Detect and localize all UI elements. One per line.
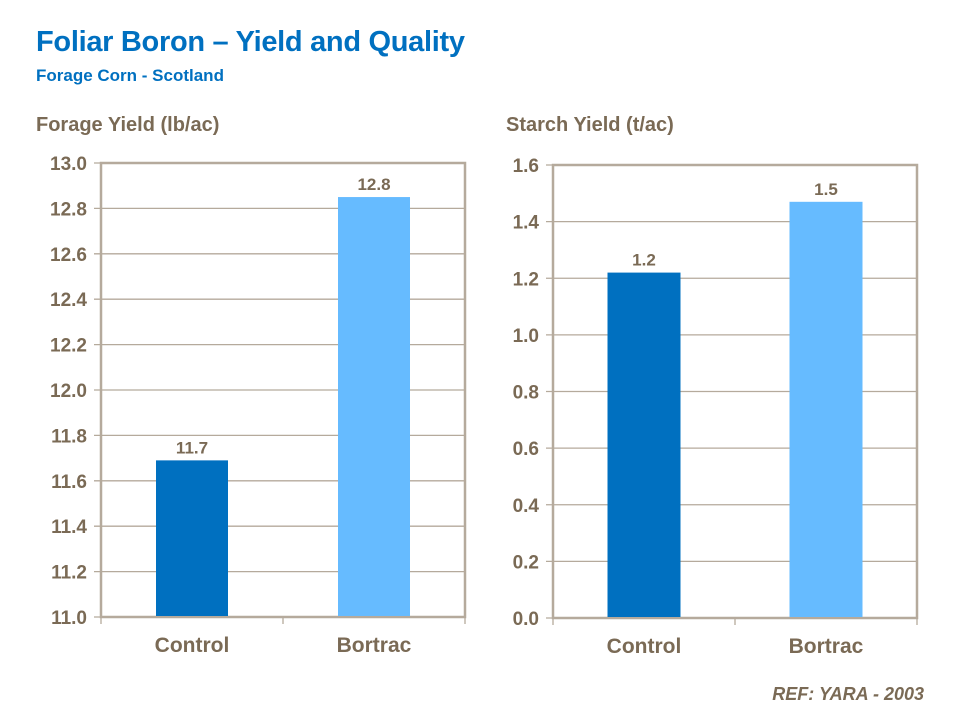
y-tick-label: 12.0 [50,381,87,402]
y-tick-label: 1.2 [513,269,539,290]
data-label: 11.7 [176,438,208,457]
data-label: 12.8 [357,175,390,194]
y-tick-label: 0.8 [513,383,539,404]
x-category-label: Bortrac [337,634,412,657]
y-tick-label: 11.4 [51,517,87,538]
y-tick-label: 0.2 [513,552,539,573]
bar-control [156,460,228,616]
x-category-label: Control [607,635,682,658]
bar-bortrac [789,201,863,617]
chart-title: Forage Yield (lb/ac) [36,114,219,136]
data-label: 1.5 [814,180,838,199]
chart-title: Starch Yield (t/ac) [506,114,674,136]
reference-note: REF: YARA - 2003 [772,684,924,704]
y-tick-label: 0.6 [513,439,539,460]
y-tick-label: 13.0 [50,154,87,175]
y-tick-label: 0.4 [513,496,540,517]
y-tick-label: 11.6 [51,472,87,493]
data-label: 1.2 [632,251,656,270]
y-tick-label: 1.0 [513,326,539,347]
y-tick-label: 11.2 [51,563,87,584]
bar-control [607,272,681,617]
bar-bortrac [338,197,410,617]
page-subtitle: Forage Corn - Scotland [36,66,224,85]
y-tick-label: 0.0 [513,609,539,630]
x-category-label: Control [155,634,230,657]
y-tick-label: 11.0 [51,608,87,629]
y-tick-label: 1.6 [513,156,539,177]
y-tick-label: 12.8 [50,199,87,220]
y-tick-label: 1.4 [513,213,540,234]
page-title: Foliar Boron – Yield and Quality [36,26,465,58]
x-category-label: Bortrac [789,635,864,658]
y-tick-label: 12.6 [50,245,87,266]
y-tick-label: 12.2 [50,336,87,357]
y-tick-label: 11.8 [51,426,87,447]
y-tick-label: 12.4 [50,290,87,311]
